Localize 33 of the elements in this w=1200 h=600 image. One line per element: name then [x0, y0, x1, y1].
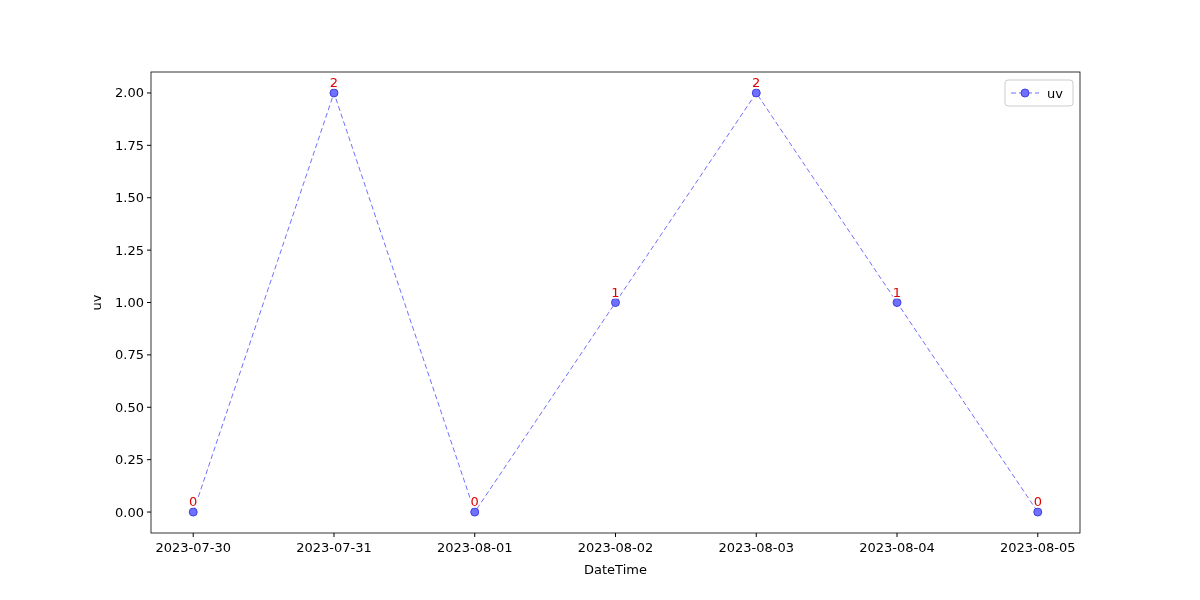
- x-tick-label: 2023-07-30: [155, 540, 232, 555]
- y-tick-label: 0.75: [115, 347, 144, 363]
- y-tick-label: 0.50: [115, 399, 144, 415]
- data-label: 2: [329, 74, 339, 90]
- point: [751, 88, 761, 98]
- point: [188, 507, 198, 517]
- point: [611, 298, 620, 307]
- x-tick-label: 2023-08-05: [999, 540, 1076, 555]
- point: [892, 298, 902, 307]
- data-label: 0: [470, 494, 479, 510]
- data-label: 0: [1033, 494, 1042, 510]
- x-tick-label: 2023-08-02: [577, 540, 654, 555]
- y-tick-label: 2.00: [115, 85, 144, 101]
- y-tick-label: 0.25: [115, 452, 144, 468]
- data-label: 1: [611, 284, 620, 300]
- y-tick-label: 1.75: [115, 137, 144, 153]
- y-tick-label: 0.00: [115, 504, 144, 520]
- x-tick-label: 2023-08-04: [859, 540, 935, 555]
- point: [1033, 507, 1043, 517]
- data-label: 2: [752, 74, 761, 90]
- x-axis-title: DateTime: [584, 562, 647, 577]
- data-label: 0: [189, 494, 198, 510]
- y-tick-label: 1.50: [115, 190, 144, 206]
- x-tick-label: 2023-08-03: [718, 540, 795, 555]
- point: [470, 507, 480, 517]
- legend-label: uv: [1047, 86, 1064, 101]
- y-tick-label: 1.00: [115, 295, 144, 310]
- y-axis-title: uv: [89, 294, 104, 311]
- x-tick-label: 2023-07-31: [296, 540, 372, 555]
- data-label: 1: [892, 284, 902, 300]
- x-tick-label: 2023-08-01: [436, 540, 513, 555]
- point: [329, 88, 339, 98]
- y-tick-label: 1.25: [115, 242, 144, 258]
